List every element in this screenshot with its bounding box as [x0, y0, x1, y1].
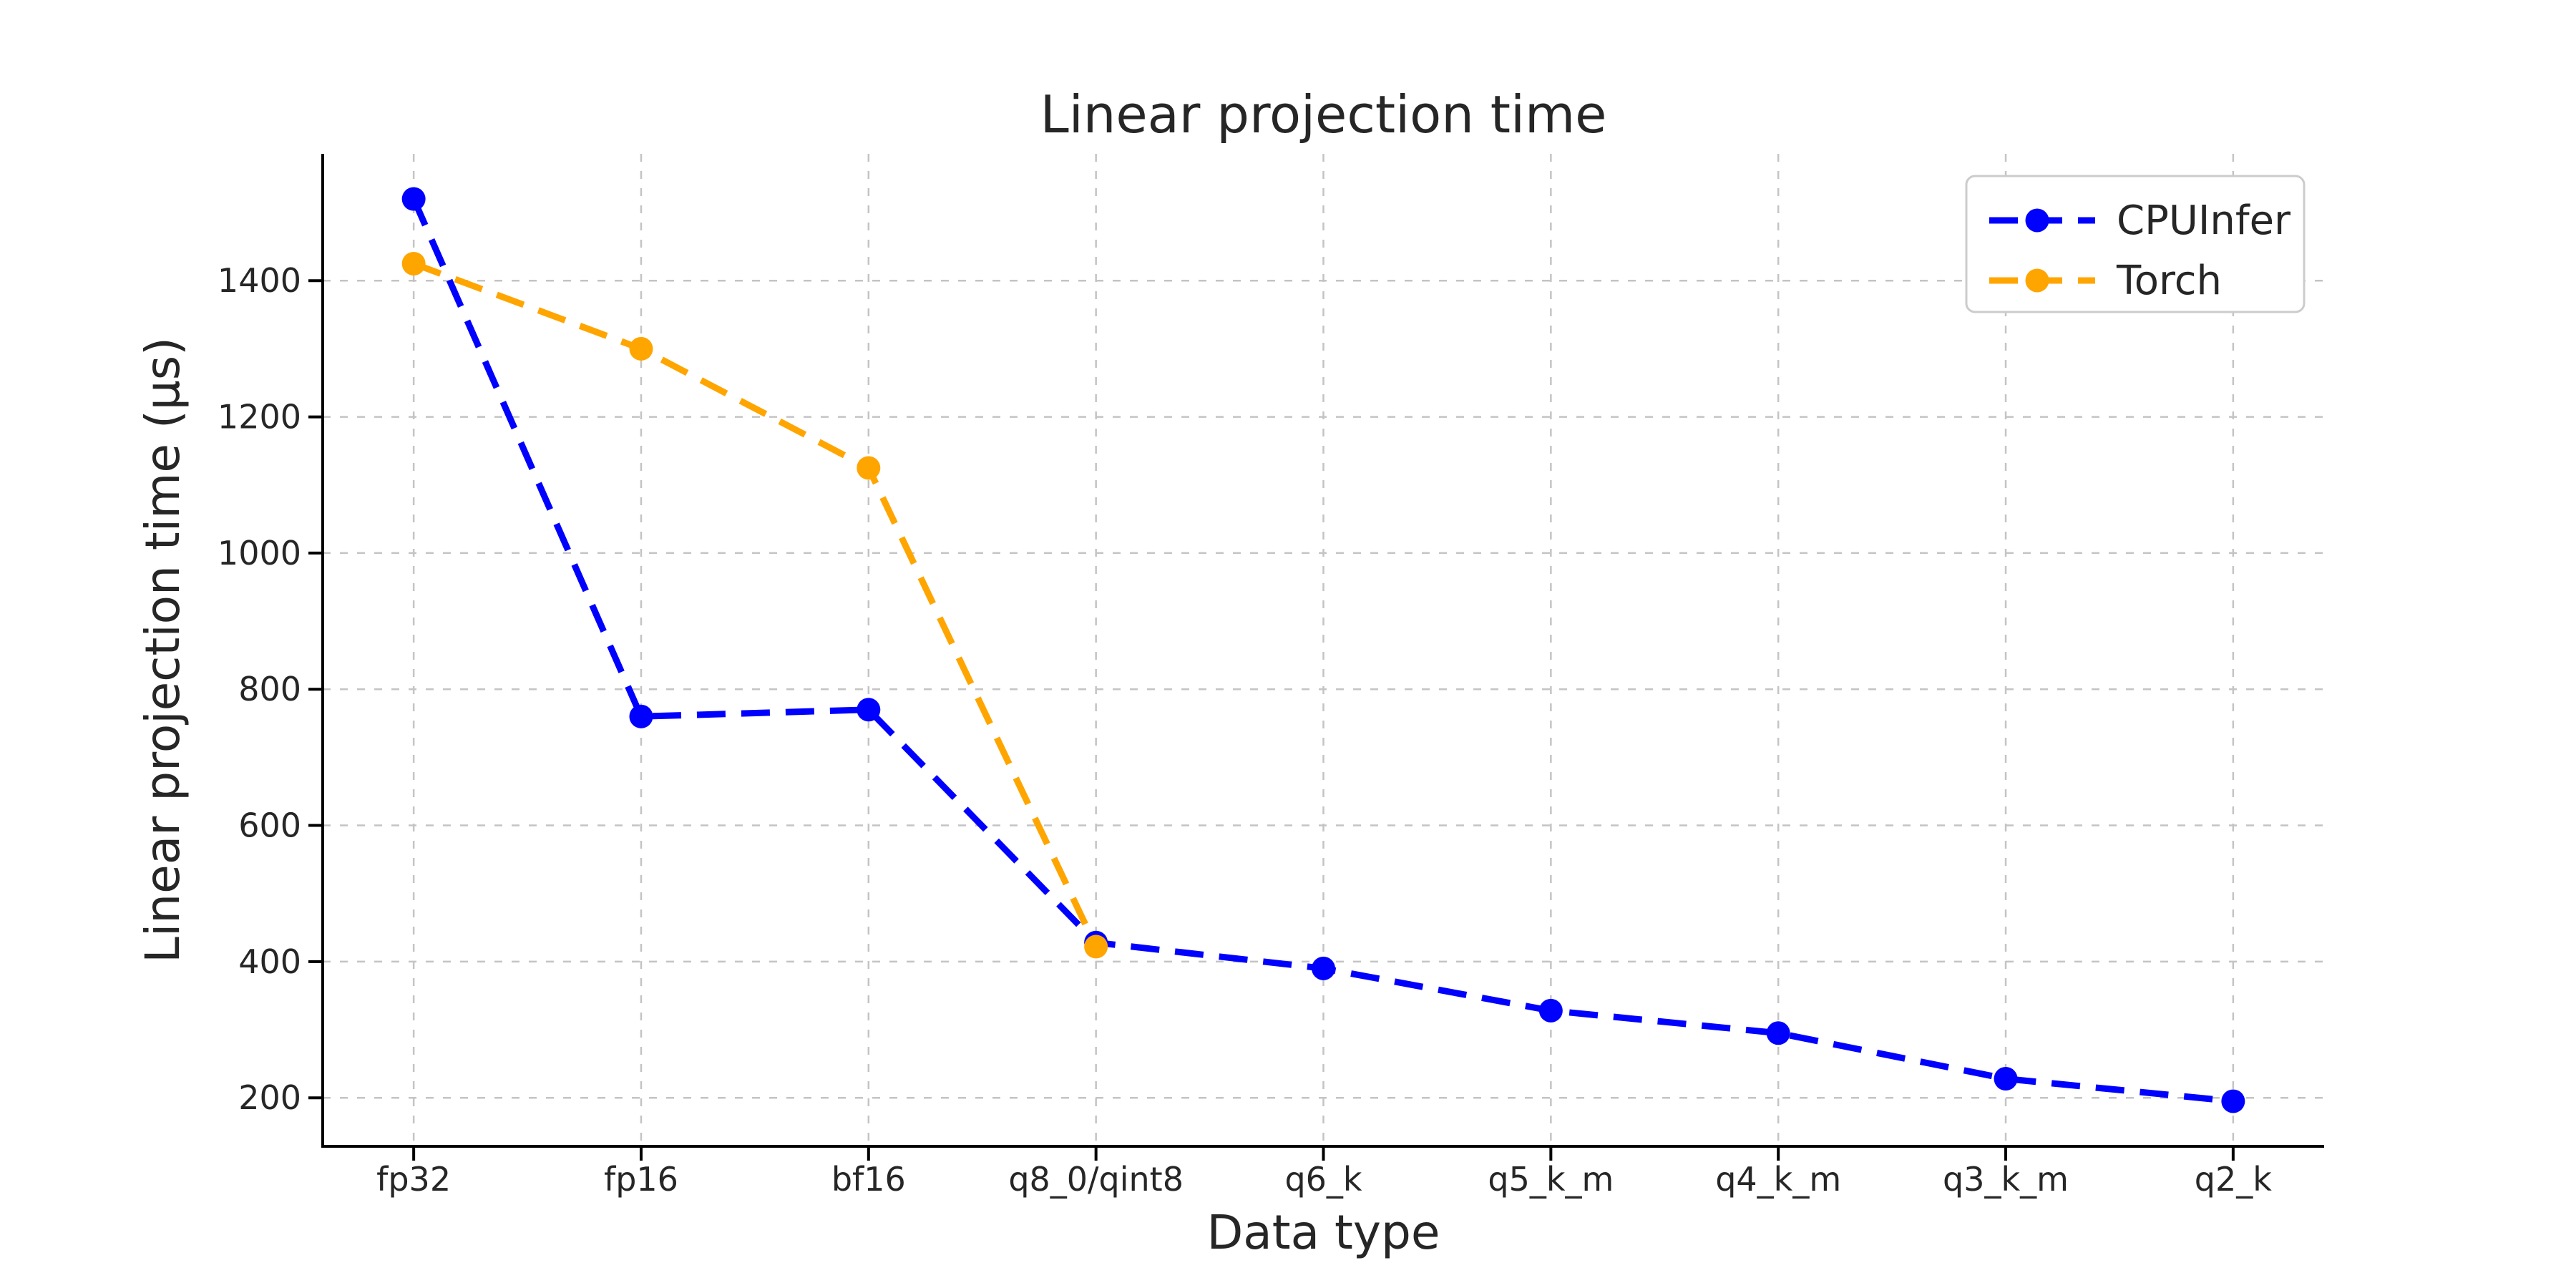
y-tick-label: 1200: [218, 398, 301, 436]
y-tick-label: 1400: [218, 261, 301, 300]
legend-item-cpuinfer: CPUInfer: [1989, 197, 2291, 244]
series-cpuinfer: [401, 187, 2245, 1113]
data-point-torch-fp32: [401, 251, 426, 275]
legend-label: Torch: [2116, 258, 2222, 304]
legend-item-torch: Torch: [1989, 258, 2222, 304]
legend-marker: [2025, 268, 2049, 293]
data-point-cpuinfer-q3_k_m: [1994, 1067, 2018, 1091]
x-tick-label: q3_k_m: [1943, 1160, 2069, 1199]
x-tick-label: q8_0/qint8: [1008, 1160, 1184, 1199]
data-point-torch-fp16: [629, 336, 653, 361]
x-tick-label: fp32: [376, 1160, 451, 1199]
data-point-cpuinfer-q5_k_m: [1538, 998, 1563, 1023]
data-point-cpuinfer-fp32: [401, 187, 426, 211]
x-tick-label: q5_k_m: [1488, 1160, 1614, 1199]
x-tick-label: q6_k: [1284, 1160, 1362, 1199]
data-point-cpuinfer-q6_k: [1312, 956, 1335, 980]
series-line-torch: [412, 260, 1099, 948]
chart-title: Linear projection time: [1040, 84, 1607, 145]
data-point-cpuinfer-fp16: [629, 704, 653, 728]
data-point-cpuinfer-q4_k_m: [1766, 1021, 1790, 1045]
legend-marker: [2025, 208, 2049, 233]
x-tick-label: q2_k: [2195, 1160, 2272, 1199]
x-tick-label: q4_k_m: [1715, 1160, 1841, 1199]
data-point-torch-q8_0/qint8: [1084, 935, 1108, 959]
data-point-cpuinfer-q2_k: [2221, 1089, 2245, 1113]
legend: CPUInfer Torch: [1965, 175, 2306, 313]
legend-label: CPUInfer: [2117, 197, 2291, 244]
y-tick-label: 800: [238, 670, 301, 708]
y-axis-label: Linear projection time (μs): [135, 337, 190, 963]
y-tick-label: 400: [238, 942, 301, 981]
y-tick-label: 1000: [218, 534, 301, 572]
x-tick-label: fp16: [604, 1160, 678, 1199]
x-tick-label: bf16: [831, 1160, 906, 1199]
y-tick-label: 600: [238, 806, 301, 845]
ticks: 200 400 600 800 1000 1200 1400 fp32 fp16 bf16 q8_0…: [218, 261, 2272, 1199]
x-axis-label: Data type: [1206, 1205, 1440, 1260]
data-point-cpuinfer-bf16: [857, 698, 881, 722]
y-tick-label: 200: [238, 1078, 301, 1117]
series-torch: [401, 251, 1108, 959]
data-point-torch-bf16: [857, 456, 881, 480]
